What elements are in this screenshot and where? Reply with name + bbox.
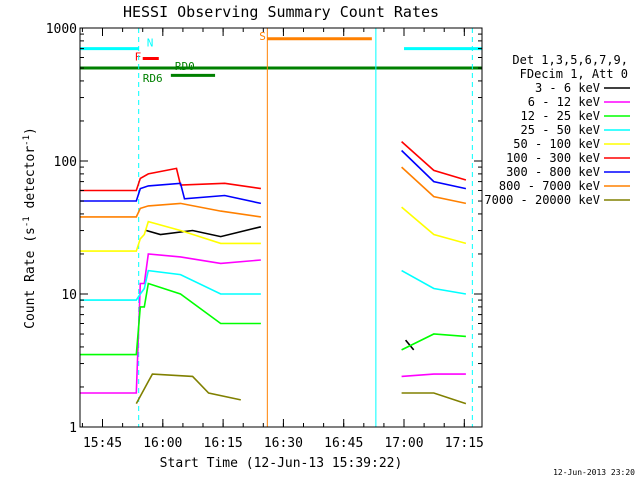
y-tick-label: 1000 [46, 22, 77, 37]
y-label-mid: detector [23, 146, 38, 217]
legend-label-7: 800 - 7000 keV [499, 179, 600, 193]
x-axis-label: Start Time (12-Jun-13 15:39:22) [160, 456, 403, 471]
series-line-2 [80, 282, 261, 356]
legend-header-detectors: Det 1,3,5,6,7,9, [512, 53, 628, 67]
legend-label-3: 25 - 50 keV [521, 123, 600, 137]
flag-label-f: F [135, 51, 142, 64]
y-label-end: ) [23, 127, 38, 135]
legend-label-1: 6 - 12 keV [528, 95, 600, 109]
y-label-sup2: -1 [22, 135, 32, 146]
series-line-8 [401, 392, 467, 405]
x-tick-label: 16:15 [204, 436, 243, 451]
series-line-1 [401, 373, 466, 378]
x-axis: 15:45 16:00 16:15 16:30 16:45 17:00 17:15 [81, 28, 484, 451]
flag-bars: NF RD0 RD6 S [80, 30, 482, 85]
series-line-6 [401, 149, 467, 190]
legend-label-0: 3 - 6 keV [535, 81, 600, 95]
series-line-4 [401, 206, 467, 245]
series-line-5 [80, 167, 262, 192]
y-tick-label: 1 [69, 421, 77, 436]
plot-frame [79, 27, 483, 428]
legend: Det 1,3,5,6,7,9, FDecim 1, Att 0 3 - 6 k… [484, 53, 630, 207]
y-tick-label: 10 [61, 288, 77, 303]
time-markers [79, 28, 473, 427]
y-axis-label: Count Rate (s-1 detector-1) [22, 127, 38, 329]
series-line-3 [401, 269, 467, 295]
y-label-main: Count Rate (s [23, 227, 38, 329]
x-tick-label: 16:00 [143, 436, 182, 451]
y-label-sup1: -1 [22, 216, 32, 227]
series-line-2 [401, 333, 466, 351]
legend-header-decimation: FDecim 1, Att 0 [520, 67, 628, 81]
series-line-1 [80, 253, 261, 394]
x-tick-label: 17:15 [445, 436, 484, 451]
flag-label-s: S [259, 30, 266, 43]
flag-label-rd0: RD0 [175, 60, 195, 73]
series-line-8 [135, 373, 241, 404]
series-line-7 [80, 202, 262, 218]
y-tick-label: 100 [54, 155, 77, 170]
series-line-5 [401, 141, 467, 181]
series-line-7 [401, 166, 467, 205]
flag-label-n: N [147, 36, 154, 49]
legend-label-5: 100 - 300 keV [506, 151, 600, 165]
legend-label-2: 12 - 25 keV [521, 109, 600, 123]
x-tick-label: 16:30 [264, 436, 303, 451]
legend-label-6: 300 - 800 keV [506, 165, 600, 179]
series-line-3 [80, 269, 261, 301]
x-tick-label: 17:00 [384, 436, 423, 451]
series-line-0 [146, 226, 262, 238]
legend-label-8: 7000 - 20000 keV [484, 193, 600, 207]
flag-label-rd6: RD6 [143, 72, 163, 85]
legend-label-4: 50 - 100 keV [513, 137, 600, 151]
x-tick-label: 15:45 [83, 436, 122, 451]
series-lines [80, 141, 467, 405]
series-line-0 [404, 339, 415, 351]
chart-title: HESSI Observing Summary Count Rates [123, 3, 439, 21]
y-axis: 1 10 100 1000 [46, 22, 482, 436]
series-line-4 [80, 220, 261, 252]
series-line-6 [80, 182, 262, 205]
x-tick-label: 16:45 [324, 436, 363, 451]
footer-timestamp: 12-Jun-2013 23:20 [553, 468, 635, 477]
